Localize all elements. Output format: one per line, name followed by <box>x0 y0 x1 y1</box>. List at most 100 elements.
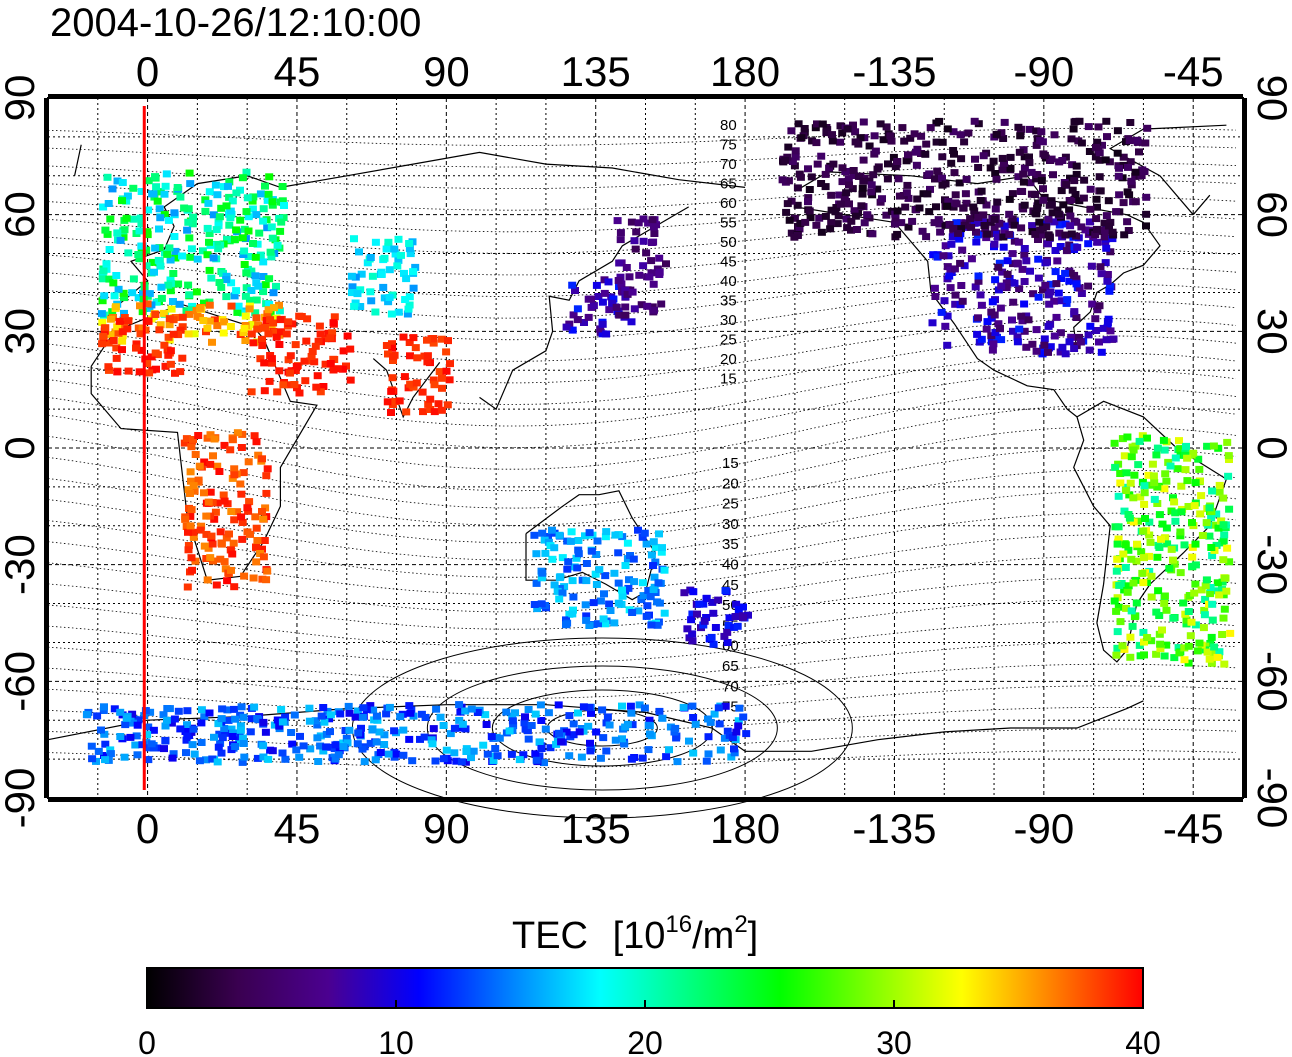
tec-cell <box>380 294 389 302</box>
tec-cell <box>587 547 596 555</box>
tec-cell <box>242 284 251 292</box>
tec-cell <box>229 539 238 547</box>
contour-label: 75 <box>720 137 737 154</box>
tec-cell <box>827 191 836 199</box>
tec-cell <box>1095 149 1104 157</box>
tec-cell <box>538 569 547 577</box>
tec-cell <box>670 728 679 736</box>
tec-cell <box>336 710 345 718</box>
tec-cell <box>584 722 593 730</box>
tec-cell <box>353 290 362 298</box>
contour-label: 55 <box>720 215 737 232</box>
lon-tick-bottom: -90 <box>1013 805 1074 852</box>
tec-cell <box>495 734 504 742</box>
contour-label: 20 <box>720 351 737 368</box>
tec-cell <box>265 173 274 181</box>
tec-cell <box>153 197 162 205</box>
tec-cell <box>1130 471 1139 479</box>
tec-cell <box>242 208 251 216</box>
tec-cell <box>1066 222 1075 230</box>
tec-cell <box>524 706 533 713</box>
tec-cell <box>429 335 438 342</box>
tec-cell <box>187 554 196 562</box>
tec-cell <box>655 707 664 715</box>
tec-cell <box>536 701 545 709</box>
tec-cell <box>623 539 632 547</box>
tec-cell <box>1112 567 1121 575</box>
tec-cell <box>1182 616 1191 624</box>
tec-cell <box>394 235 403 243</box>
tec-cell <box>838 178 847 186</box>
tec-cell <box>660 609 669 617</box>
tec-cell <box>581 601 590 609</box>
tec-cell <box>423 352 432 360</box>
tec-cell <box>1140 554 1148 562</box>
tec-cell <box>1005 210 1014 218</box>
tec-cell <box>637 596 646 604</box>
tec-cell <box>1046 288 1055 296</box>
tec-cell <box>848 185 857 193</box>
tec-cell <box>182 435 191 443</box>
tec-cell <box>268 359 276 367</box>
tec-cell <box>1124 582 1133 590</box>
tec-cell <box>974 277 983 285</box>
tec-cell <box>938 138 947 146</box>
tec-cell <box>640 529 649 537</box>
tec-cell <box>600 590 608 598</box>
tec-cell <box>267 223 276 231</box>
contour-line <box>47 642 1237 682</box>
tec-cell <box>155 205 164 213</box>
tec-cell <box>987 308 996 316</box>
tec-cell <box>993 198 1002 206</box>
tec-cell <box>201 207 210 215</box>
tec-cell <box>817 152 826 160</box>
tec-cell <box>1195 639 1204 647</box>
tec-cell <box>630 305 639 313</box>
tec-cell <box>1207 633 1216 641</box>
tec-cell <box>1047 197 1056 205</box>
tec-cell <box>101 756 109 764</box>
tec-cell <box>339 347 348 355</box>
tec-cell <box>205 188 214 196</box>
tec-cell <box>1147 572 1156 580</box>
tec-cell <box>639 215 648 223</box>
tec-cell <box>1116 479 1125 487</box>
tec-cell <box>1195 465 1204 473</box>
tec-cell <box>1179 599 1188 607</box>
tec-cell <box>1169 614 1178 622</box>
tec-cell <box>653 621 662 629</box>
tec-cell <box>224 716 233 724</box>
tec-cell <box>1201 582 1210 590</box>
tec-cell <box>841 168 850 175</box>
tec-cell <box>893 158 902 165</box>
tec-cell <box>884 160 892 168</box>
tec-cell <box>1077 290 1086 297</box>
tec-cell <box>1055 158 1064 166</box>
tec-cell <box>1100 219 1109 227</box>
tec-cell <box>185 310 194 318</box>
tec-cell <box>946 284 955 292</box>
tec-cell <box>1026 267 1034 275</box>
tec-cell <box>1215 481 1224 489</box>
tec-cell <box>778 176 787 184</box>
tec-cell <box>174 707 183 715</box>
tec-cell <box>1070 177 1079 185</box>
tec-cell <box>988 346 997 354</box>
tec-cell <box>184 330 193 338</box>
tec-cell <box>956 131 965 139</box>
tec-cell <box>384 298 393 306</box>
tec-cell <box>442 348 451 356</box>
tec-cell <box>124 367 133 375</box>
tec-cell <box>426 406 435 413</box>
tec-cell <box>199 317 208 324</box>
tec-cell <box>568 577 577 585</box>
tec-cell <box>1018 265 1027 273</box>
tec-cell <box>651 543 660 551</box>
tec-cell <box>1125 137 1134 145</box>
tec-cell <box>989 157 998 165</box>
tec-cell <box>829 160 838 168</box>
tec-cell <box>966 215 975 223</box>
tec-cell <box>1017 224 1026 232</box>
tec-cell <box>632 228 641 236</box>
tec-cell <box>804 198 812 206</box>
